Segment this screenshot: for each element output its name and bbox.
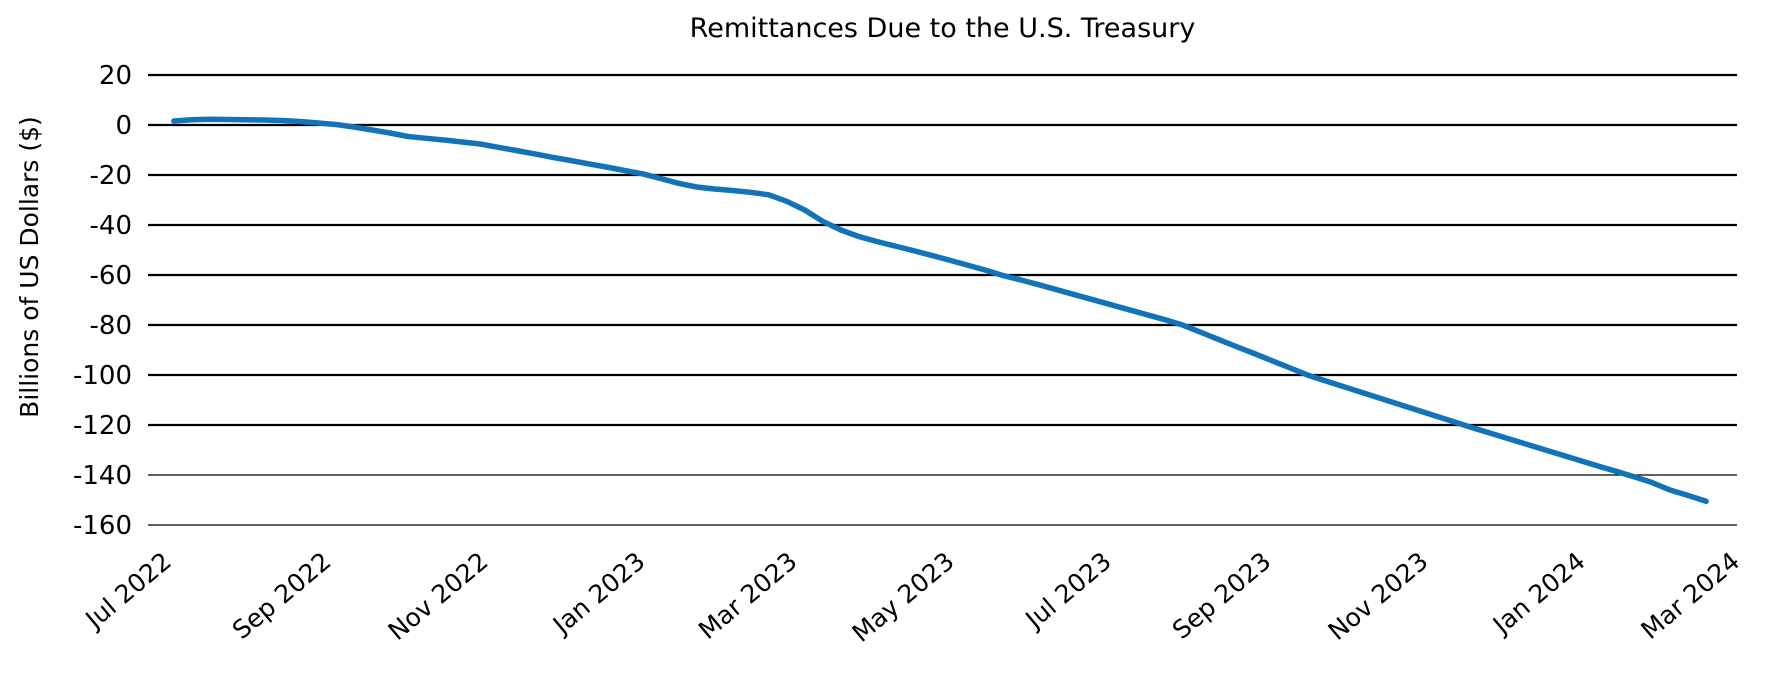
y-tick-label: -20 — [90, 161, 132, 191]
x-tick-label: Nov 2022 — [383, 546, 494, 646]
x-tick-label: May 2023 — [847, 546, 960, 647]
y-tick-label: 0 — [115, 111, 132, 141]
y-tick-label: -120 — [73, 411, 132, 441]
x-tick-label: Jan 2024 — [1486, 546, 1591, 640]
y-tick-label: -60 — [90, 261, 132, 291]
remittances-line-series — [171, 116, 1709, 505]
y-tick-label: -80 — [90, 311, 132, 341]
x-tick-label: Jul 2023 — [1019, 546, 1117, 635]
y-axis-label: Billions of US Dollars ($) — [15, 116, 44, 418]
y-tick-label: -40 — [90, 211, 132, 241]
x-tick-label: Jul 2022 — [79, 546, 177, 635]
x-tick-label: Sep 2022 — [227, 546, 337, 645]
x-tick-label: Mar 2024 — [1636, 546, 1746, 645]
y-tick-label: -160 — [73, 511, 132, 541]
chart-title: Remittances Due to the U.S. Treasury — [689, 13, 1196, 44]
y-tick-label: 20 — [99, 61, 132, 91]
y-tick-label: -140 — [73, 461, 132, 491]
x-tick-label: Nov 2023 — [1323, 546, 1434, 646]
x-tick-label: Jan 2023 — [546, 546, 651, 640]
x-tick-label: Sep 2023 — [1167, 546, 1277, 645]
y-tick-label: -100 — [73, 361, 132, 391]
x-tick-label: Mar 2023 — [693, 546, 803, 645]
